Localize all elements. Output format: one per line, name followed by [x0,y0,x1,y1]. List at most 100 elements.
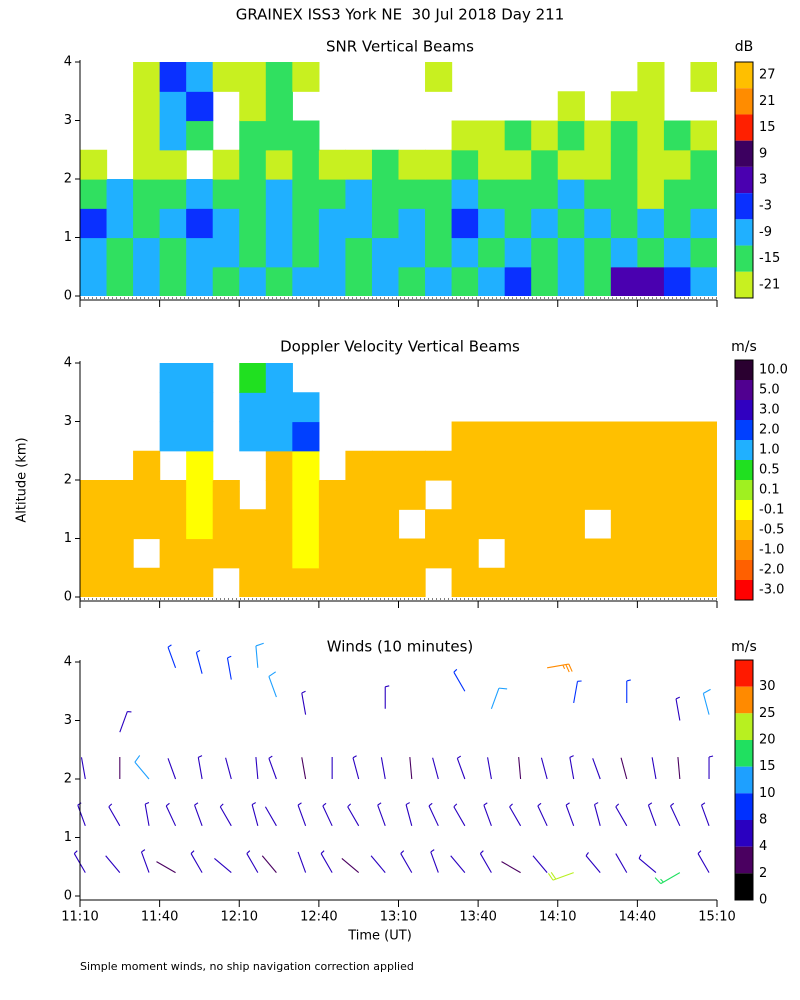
colorbar-tick-label: 3 [759,173,767,188]
heatmap-cell [637,62,665,92]
colorbar-bin [735,440,753,460]
heatmap-cell [186,421,214,452]
colorbar-bin [735,271,753,298]
heatmap-cell [663,538,692,569]
colorbar-label: dB [735,39,754,55]
heatmap-cell [292,538,320,569]
y-tick-label: 1 [64,230,72,245]
wind-barb [384,685,390,709]
heatmap-cell [531,149,559,180]
heatmap-cell [637,91,665,122]
colorbar-bin [735,166,753,194]
colorbar-label: m/s [731,339,757,355]
colorbar-tick-label: 4 [759,839,767,854]
wind-barb [593,802,601,826]
colorbar-bin [735,193,753,220]
heatmap-cell [265,179,293,209]
figure-title: GRAINEX ISS3 York NE 30 Jul 2018 Day 211 [236,6,565,24]
heatmap-cell [504,266,532,296]
heatmap-cell [663,208,692,239]
wind-barb [450,855,466,873]
colorbar-bin [735,793,753,820]
heatmap-cell [637,237,665,268]
heatmap-cell [186,567,214,597]
wind-barb [264,806,277,827]
heatmap-cell [478,509,506,540]
heatmap-cell [531,208,559,239]
heatmap-cell [637,149,665,180]
heatmap-cell [478,120,506,151]
heatmap-cell [531,538,559,569]
heatmap-cell [159,363,187,393]
y-tick-label: 0 [64,289,72,304]
heatmap-cell [398,538,426,569]
heatmap-cell [690,421,717,452]
heatmap-cell [133,208,161,239]
heatmap-cell [186,237,214,268]
colorbar-bin [735,713,753,740]
heatmap-cell [80,266,108,296]
heatmap-cell [186,91,214,122]
x-tick-label: 11:10 [61,910,98,925]
heatmap-cell [159,421,187,452]
heatmap-cell [610,421,638,452]
wind-barb [592,758,601,780]
colorbar-tick-label: 5.0 [759,383,780,398]
heatmap-cell [106,208,134,239]
wind-barb [108,803,121,827]
heatmap-cell [292,509,320,540]
heatmap-cell [584,237,612,268]
heatmap-cell [265,421,293,452]
heatmap-cell [371,149,400,180]
heatmap-cell [637,266,665,296]
heatmap-cell [663,421,692,452]
heatmap-cell [318,179,347,209]
heatmap-cell [239,91,267,122]
heatmap-cell [265,567,293,597]
heatmap-cell [186,120,214,151]
heatmap-cell [292,237,320,268]
wind-barb [226,655,232,680]
colorbar-frame [734,61,754,299]
panel-title: Doppler Velocity Vertical Beams [280,338,520,356]
heatmap-cell [186,509,214,540]
heatmap-cell [478,179,506,209]
heatmap-cell [690,149,717,180]
heatmap-cell [690,538,717,569]
heatmap-cell [133,266,161,296]
heatmap-cell [690,450,717,481]
y-tick-label: 4 [64,356,72,371]
heatmap-cell [557,120,585,151]
heatmap-cell [345,149,373,180]
heatmap-cell [451,120,479,151]
heatmap-cell [133,450,161,481]
colorbar-bin [735,500,753,520]
wind-barb [144,801,150,826]
heatmap-cell [584,149,612,180]
heatmap-cell [159,208,187,239]
wind-barb [268,755,277,780]
colorbar-frame [734,359,754,601]
wind-barb [615,853,628,873]
wind-barb [638,854,657,874]
wind-barb [219,803,232,827]
colorbar-bin [735,520,753,540]
heatmap-cell [265,392,293,423]
heatmap-cell [371,179,400,209]
wind-barb [509,803,522,827]
heatmap-cell [398,480,426,510]
colorbar-tick-label: 10.0 [759,363,788,378]
wind-barb [620,757,628,780]
colorbar-tick-label: 8 [759,813,767,828]
y-tick-label: 0 [64,889,72,904]
heatmap-cell [159,237,187,268]
colorbar-tick-label: 2 [759,866,767,881]
heatmap-cell [504,480,532,510]
heatmap-cell [663,120,692,151]
heatmap-cell [371,208,400,239]
heatmap-cell [478,480,506,510]
wind-barb [194,802,203,826]
heatmap-cell [133,179,161,209]
heatmap-cell [557,421,585,452]
y-tick-label: 3 [64,713,72,728]
